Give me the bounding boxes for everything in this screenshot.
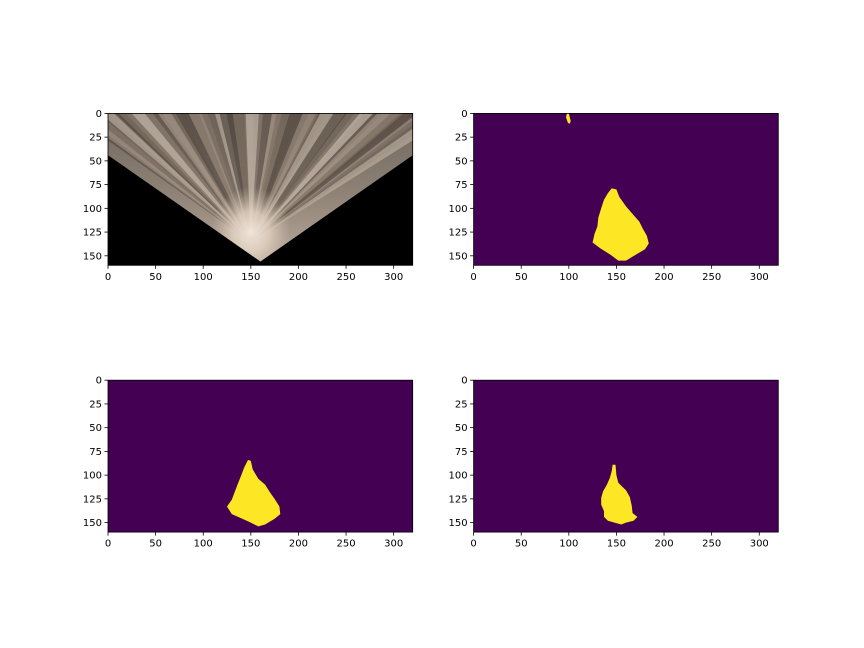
image-area xyxy=(473,113,779,266)
y-tick-label: 75 xyxy=(455,447,468,458)
mask-main-blob xyxy=(601,464,638,525)
x-tick-label: 50 xyxy=(515,539,528,550)
x-tick-label: 0 xyxy=(470,272,476,283)
terrain-streak xyxy=(199,113,251,243)
x-tick-label: 100 xyxy=(559,539,578,550)
terrain-streak xyxy=(167,113,251,243)
terrain-streaks xyxy=(108,113,413,262)
x-tick-label: 300 xyxy=(384,272,403,283)
terrain-streak xyxy=(108,113,251,243)
x-tick-label: 200 xyxy=(289,539,308,550)
terrain-streak xyxy=(126,113,251,243)
x-tick-label: 200 xyxy=(289,272,308,283)
y-tick-label: 75 xyxy=(89,180,102,191)
y-tick-label: 50 xyxy=(89,423,102,434)
y-tick-label: 125 xyxy=(449,494,468,505)
panel-1: 0 50 100 150 200 250 300 0 25 50 75 100 125 150 xyxy=(83,109,414,283)
terrain-streak xyxy=(108,113,251,243)
x-tick-label: 0 xyxy=(105,272,111,283)
y-tick-label: 150 xyxy=(449,518,468,529)
y-tick-label: 25 xyxy=(89,399,102,410)
mask-small-streak xyxy=(566,113,571,124)
y-tick-label: 50 xyxy=(455,423,468,434)
x-tick-label: 250 xyxy=(702,272,721,283)
image-area xyxy=(473,380,779,533)
x-tick-label: 150 xyxy=(607,272,626,283)
x-tick-label: 50 xyxy=(515,272,528,283)
y-tick-label: 125 xyxy=(83,228,102,239)
x-tick-label: 50 xyxy=(149,272,162,283)
axes-frame xyxy=(473,113,779,266)
x-tick-label: 0 xyxy=(470,539,476,550)
y-tick-label: 150 xyxy=(83,251,102,262)
image-area xyxy=(108,380,413,533)
mask-main-blob xyxy=(592,188,649,261)
x-tick-label: 50 xyxy=(149,539,162,550)
x-tick-label: 150 xyxy=(241,272,260,283)
image-area xyxy=(108,113,413,266)
x-tick-label: 150 xyxy=(607,539,626,550)
y-tick-label: 25 xyxy=(455,133,468,144)
terrain-streak xyxy=(186,113,251,243)
axes-frame xyxy=(107,113,414,266)
terrain-streak xyxy=(172,113,251,243)
y-tick-label: 125 xyxy=(83,494,102,505)
x-tick-label: 300 xyxy=(750,539,769,550)
y-tick-label: 100 xyxy=(449,204,468,215)
y-tick-label: 50 xyxy=(455,156,468,167)
panel-4: 0 50 100 150 200 250 300 0 25 50 75 100 125 150 xyxy=(449,376,779,550)
terrain-streak xyxy=(108,113,251,243)
x-tick-label: 200 xyxy=(654,272,673,283)
terrain-streak xyxy=(250,113,413,243)
y-tick-label: 0 xyxy=(461,109,467,120)
y-tick-label: 150 xyxy=(83,518,102,529)
y-tick-label: 150 xyxy=(449,251,468,262)
y-tick-label: 0 xyxy=(96,109,102,120)
terrain-streak xyxy=(140,113,251,243)
y-tick-label: 100 xyxy=(83,204,102,215)
y-tick-label: 0 xyxy=(461,376,467,387)
y-tick-label: 125 xyxy=(449,228,468,239)
x-tick-label: 300 xyxy=(384,539,403,550)
panel-2: 0 50 100 150 200 250 300 0 25 50 75 100 125 150 xyxy=(449,109,779,283)
x-tick-label: 250 xyxy=(337,272,356,283)
y-tick-label: 100 xyxy=(449,471,468,482)
x-tick-label: 300 xyxy=(750,272,769,283)
terrain-streak xyxy=(108,113,251,243)
y-tick-label: 75 xyxy=(89,447,102,458)
panel-3: 0 50 100 150 200 250 300 0 25 50 75 100 125 150 xyxy=(83,376,414,550)
x-tick-label: 100 xyxy=(194,539,213,550)
x-tick-label: 250 xyxy=(337,539,356,550)
y-tick-label: 0 xyxy=(96,376,102,387)
axes-frame xyxy=(107,379,414,533)
x-tick-label: 0 xyxy=(105,539,111,550)
terrain-streak xyxy=(108,113,251,243)
y-tick-label: 25 xyxy=(89,133,102,144)
y-tick-label: 25 xyxy=(455,399,468,410)
x-tick-label: 150 xyxy=(241,539,260,550)
y-tick-label: 50 xyxy=(89,156,102,167)
x-tick-label: 200 xyxy=(654,539,673,550)
axes-frame xyxy=(473,379,779,533)
mask-main-blob xyxy=(227,459,281,527)
x-tick-label: 250 xyxy=(702,539,721,550)
x-tick-label: 100 xyxy=(559,272,578,283)
y-tick-label: 75 xyxy=(455,180,468,191)
y-tick-label: 100 xyxy=(83,471,102,482)
x-tick-label: 100 xyxy=(194,272,213,283)
